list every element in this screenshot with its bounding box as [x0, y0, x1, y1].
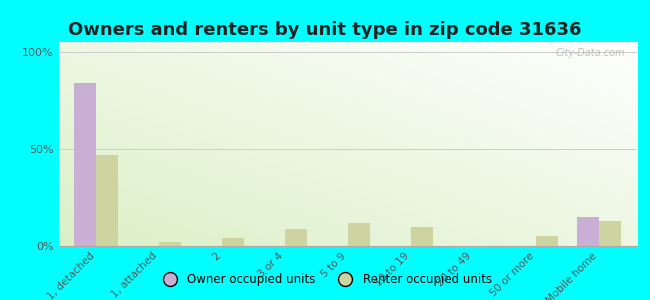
Bar: [348, 223, 370, 246]
Bar: [411, 226, 433, 246]
Bar: [222, 238, 244, 246]
Bar: [536, 236, 558, 246]
Bar: [74, 83, 96, 246]
Bar: [577, 217, 599, 246]
Bar: [159, 242, 181, 246]
Bar: [96, 155, 118, 246]
Bar: [599, 221, 621, 246]
Legend: Owner occupied units, Renter occupied units: Owner occupied units, Renter occupied un…: [153, 269, 497, 291]
Bar: [285, 229, 307, 246]
Text: City-Data.com: City-Data.com: [556, 48, 625, 58]
Text: Owners and renters by unit type in zip code 31636: Owners and renters by unit type in zip c…: [68, 21, 582, 39]
